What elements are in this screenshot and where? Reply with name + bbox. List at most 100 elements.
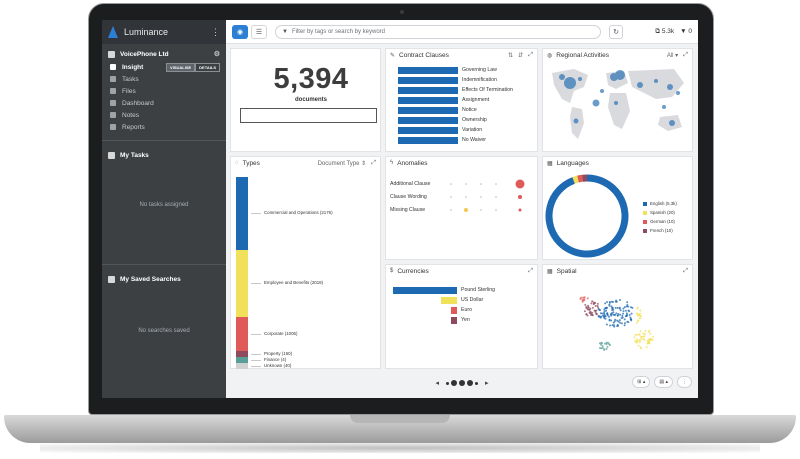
spatial-point [612,313,615,316]
spatial-point [583,298,586,300]
spatial-point [605,309,608,312]
lightning-icon: ϟ [390,160,394,166]
gear-icon[interactable]: ⚙ [213,51,220,58]
expand-icon[interactable]: ⤢ [371,159,376,166]
spatial-point [603,348,606,351]
laptop-shadow [40,443,760,453]
tasks-icon [110,76,116,82]
saved-searches-section: My Saved Searches No searches saved [102,260,226,337]
type-segment[interactable] [236,356,248,363]
layout-button[interactable]: ▤ ▴ [654,376,673,388]
clause-bar[interactable] [398,107,458,114]
spatial-point [613,320,616,323]
expand-icon[interactable]: ⤢ [683,267,688,274]
spatial-point [585,307,588,309]
region-filter[interactable]: All ▾ [666,52,679,59]
spatial-point [603,311,605,314]
filter-count-stat[interactable]: ▼ 0 [680,27,692,35]
sidebar-item-files[interactable]: Files [108,85,220,97]
saved-searches-title[interactable]: My Saved Searches [108,272,220,286]
details-toggle[interactable]: DETAILS [195,62,220,72]
language-slice[interactable] [545,174,629,258]
sort-asc-icon[interactable]: ⇵ [518,52,524,59]
currency-bar[interactable] [393,287,457,294]
clause-bar[interactable] [398,67,458,74]
clause-bar[interactable] [398,97,458,104]
spatial-point [638,317,641,320]
page-dot[interactable] [446,381,449,385]
clause-bar[interactable] [398,127,458,134]
type-segment[interactable] [236,350,248,357]
spatial-point [586,308,589,311]
currency-bar[interactable] [450,307,457,314]
spatial-point [614,306,617,309]
topbar: ◉ ☰ ▼ Filter by tags or search by keywor… [226,20,698,44]
sort-desc-icon[interactable]: ⇅ [508,52,514,59]
list-view-button[interactable]: ☰ [251,24,267,39]
account-title[interactable]: VoicePhone Ltd ⚙ [108,47,220,61]
currency-bar[interactable] [450,317,457,324]
clause-bar[interactable] [398,77,458,84]
sidebar-item-reports[interactable]: Reports [108,121,220,133]
type-segment[interactable] [236,316,248,351]
clause-bar[interactable] [398,137,458,144]
refresh-button[interactable]: ↻ [609,24,623,39]
next-page-icon[interactable]: ▸ [485,380,489,387]
spatial-point [623,306,626,309]
currency-label: Pound Sterling [461,287,496,293]
type-label: Property (150) [264,350,293,356]
sidebar-item-notes[interactable]: Notes [108,109,220,121]
language-slice[interactable] [577,174,583,183]
clause-bar[interactable] [398,87,458,94]
add-widget-button[interactable]: ⊞ ▴ [632,376,651,388]
type-segment[interactable] [236,362,248,369]
page-dot[interactable] [459,380,465,386]
documents-bar[interactable] [240,108,377,123]
spatial-point [623,324,626,327]
spatial-point [648,342,651,345]
panel-title: Regional Activities [556,51,609,59]
sidebar-item-tasks[interactable]: Tasks [108,73,220,85]
page-dot[interactable] [475,381,478,385]
spatial-point [597,306,600,309]
spatial-point [593,309,596,312]
spatial-point [645,346,648,349]
search-placeholder: Filter by tags or search by keyword [291,28,385,35]
panel-header: ✎ Contract Clauses ⇅ ⇵ ⤢ [386,49,537,61]
spatial-point [589,307,592,310]
expand-icon[interactable]: ⤢ [528,51,533,58]
type-segment[interactable] [236,177,248,250]
currency-bar[interactable] [441,297,457,304]
spatial-point [639,312,642,315]
search-input[interactable]: ▼ Filter by tags or search by keyword [275,24,601,39]
divider [102,264,226,265]
my-tasks-title[interactable]: My Tasks [108,148,220,162]
expand-icon[interactable]: ⤢ [683,51,688,58]
document-count-stat[interactable]: ⧉ 5.3k [655,27,675,35]
type-sort-select[interactable]: Document Type ⇕ [317,160,367,167]
regional-activities-panel: ◍ Regional Activities All ▾ ⤢ [542,48,693,152]
kebab-icon[interactable]: ⋮ [211,26,220,37]
prev-page-icon[interactable]: ◂ [435,380,439,387]
my-tasks-label: My Tasks [120,151,149,159]
reports-icon [110,124,116,130]
sidebar-item-insight[interactable]: Insight VISUALISE DETAILS [108,61,220,73]
panel-header: ◌ Types Document Type ⇕ ⤢ [231,157,380,169]
language-slice[interactable] [572,175,579,184]
type-segment[interactable] [236,249,248,317]
types-panel: ◌ Types Document Type ⇕ ⤢ Commercial and… [230,156,381,369]
panel-tools: All ▾ ⤢ [667,52,688,59]
more-options-button[interactable]: ⋮ [677,376,692,388]
sidebar-item-dashboard[interactable]: Dashboard [108,97,220,109]
panel-tools: ⤢ [528,268,533,275]
page-dot-active[interactable] [451,380,457,386]
spatial-point [618,319,621,322]
expand-icon[interactable]: ⤢ [528,267,533,274]
visual-view-button[interactable]: ◉ [232,24,248,39]
spatial-point [613,325,616,328]
visualise-toggle[interactable]: VISUALISE [166,62,196,72]
clause-bar[interactable] [398,117,458,124]
page-dot[interactable] [467,380,473,386]
spatial-point [644,333,646,335]
sidebar-item-label: Files [122,87,136,95]
